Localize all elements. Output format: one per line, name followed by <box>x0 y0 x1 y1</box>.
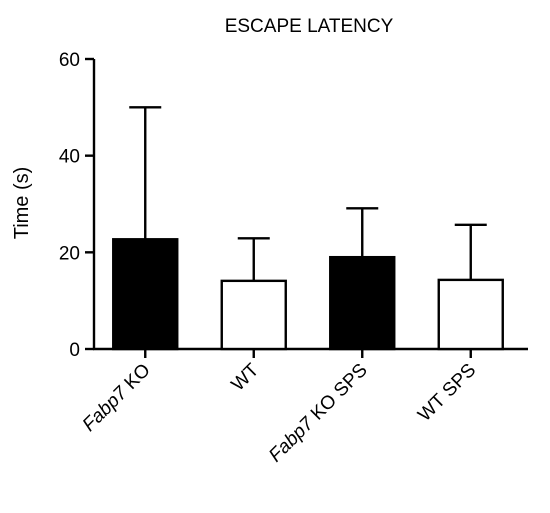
x-tick-label: Fabp7 KO <box>79 360 155 436</box>
x-tick-label-italic: Fabp7 <box>265 410 322 467</box>
y-tick-label: 0 <box>69 340 80 361</box>
bar <box>437 278 504 351</box>
x-tick-label: Fabp7 KO SPS <box>265 360 372 467</box>
bar <box>329 255 396 351</box>
x-tick-label-text: KO SPS <box>307 360 372 425</box>
y-ticks: 0 20 40 60 <box>59 50 94 361</box>
y-tick-label: 20 <box>59 243 80 264</box>
x-tick-label-italic: Fabp7 <box>79 379 136 436</box>
bar <box>112 238 179 351</box>
y-axis-label: Time (s) <box>11 167 33 240</box>
bars <box>112 106 504 351</box>
x-tick-label-text: WT <box>228 359 264 395</box>
y-tick-label: 60 <box>59 50 80 71</box>
x-tick-label: WT SPS <box>414 360 480 426</box>
chart-title: ESCAPE LATENCY <box>225 16 394 37</box>
y-tick-label: 40 <box>59 147 80 168</box>
x-tick-label: WT <box>228 359 264 395</box>
bar <box>220 279 287 351</box>
x-tick-label-text: WT SPS <box>414 360 480 426</box>
